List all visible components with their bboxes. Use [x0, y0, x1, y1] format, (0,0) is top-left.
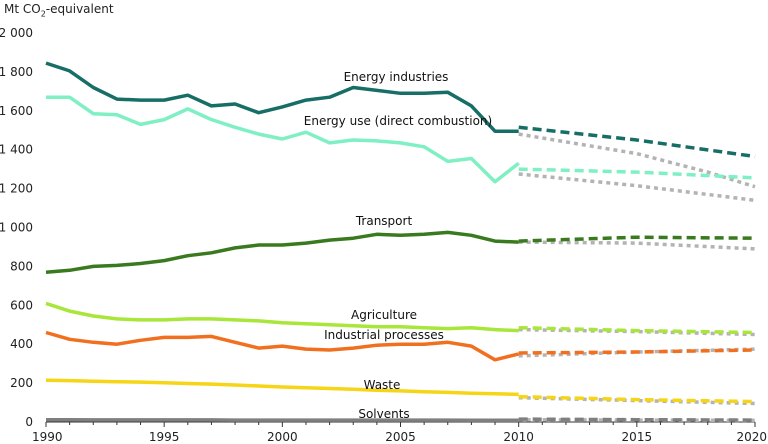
waste-label: Waste [364, 378, 401, 392]
x-tick-label: 2010 [503, 430, 534, 444]
energy-use-direct-combustion-label: Energy use (direct combustion) [304, 114, 492, 128]
axes: 0 200 400 600 800 1 000 1 200 1 400 1 600 1 800 2 … [0, 26, 767, 444]
energy-use-direct-combustion-projection-additional-line [518, 172, 756, 203]
agriculture-line [45, 301, 519, 333]
x-tick-label: 1995 [149, 430, 180, 444]
energy-industries-projection-line [518, 125, 756, 159]
solvents-label: Solvents [358, 407, 409, 421]
y-tick-label: 1 800 [0, 65, 33, 79]
projection-lines [518, 125, 756, 423]
y-tick-label: 1 600 [0, 104, 33, 118]
energy-use-direct-combustion-line [46, 95, 520, 184]
y-tick-label: 600 [10, 298, 33, 312]
y-tick-label: 200 [10, 376, 33, 390]
waste-line [45, 378, 519, 397]
transport-projection-additional-line [518, 240, 756, 251]
x-tick-label: 1990 [32, 430, 63, 444]
solvents-projection-line [518, 417, 756, 422]
energy-industries-label: Energy industries [344, 70, 449, 84]
y-tick-label: 2 000 [0, 26, 33, 40]
industrial-processes-projection-line [518, 348, 756, 355]
energy-industries-line [45, 61, 519, 133]
x-tick-label: 2015 [622, 430, 653, 444]
y-tick-label: 0 [25, 415, 33, 429]
solvents-line [46, 417, 519, 422]
x-tick-label: 2005 [385, 430, 416, 444]
agriculture-projection-line [518, 325, 756, 335]
industrial-processes-label: Industrial processes [324, 328, 444, 342]
historical-lines [45, 61, 520, 422]
series-labels: Energy industries Energy use (direct comb… [304, 70, 492, 421]
y-tick-label: 1 400 [0, 143, 33, 157]
transport-line [45, 230, 519, 274]
y-tick-label: 800 [10, 259, 33, 273]
waste-projection-line [518, 394, 756, 404]
transport-projection-line [518, 235, 756, 243]
x-tick-label: 2000 [267, 430, 298, 444]
energy-industries-projection-additional-line [518, 132, 756, 189]
agriculture-label: Agriculture [351, 308, 417, 322]
y-tick-label: 1 200 [0, 182, 33, 196]
energy-use-direct-combustion-projection-line [518, 167, 756, 180]
industrial-processes-line [45, 330, 520, 362]
y-axis-label: Mt CO2-equivalent [4, 2, 114, 19]
x-tick-label: 2020 [736, 430, 767, 444]
y-tick-label: 400 [10, 337, 33, 351]
transport-label: Transport [355, 214, 413, 228]
y-tick-label: 1 000 [0, 221, 33, 235]
